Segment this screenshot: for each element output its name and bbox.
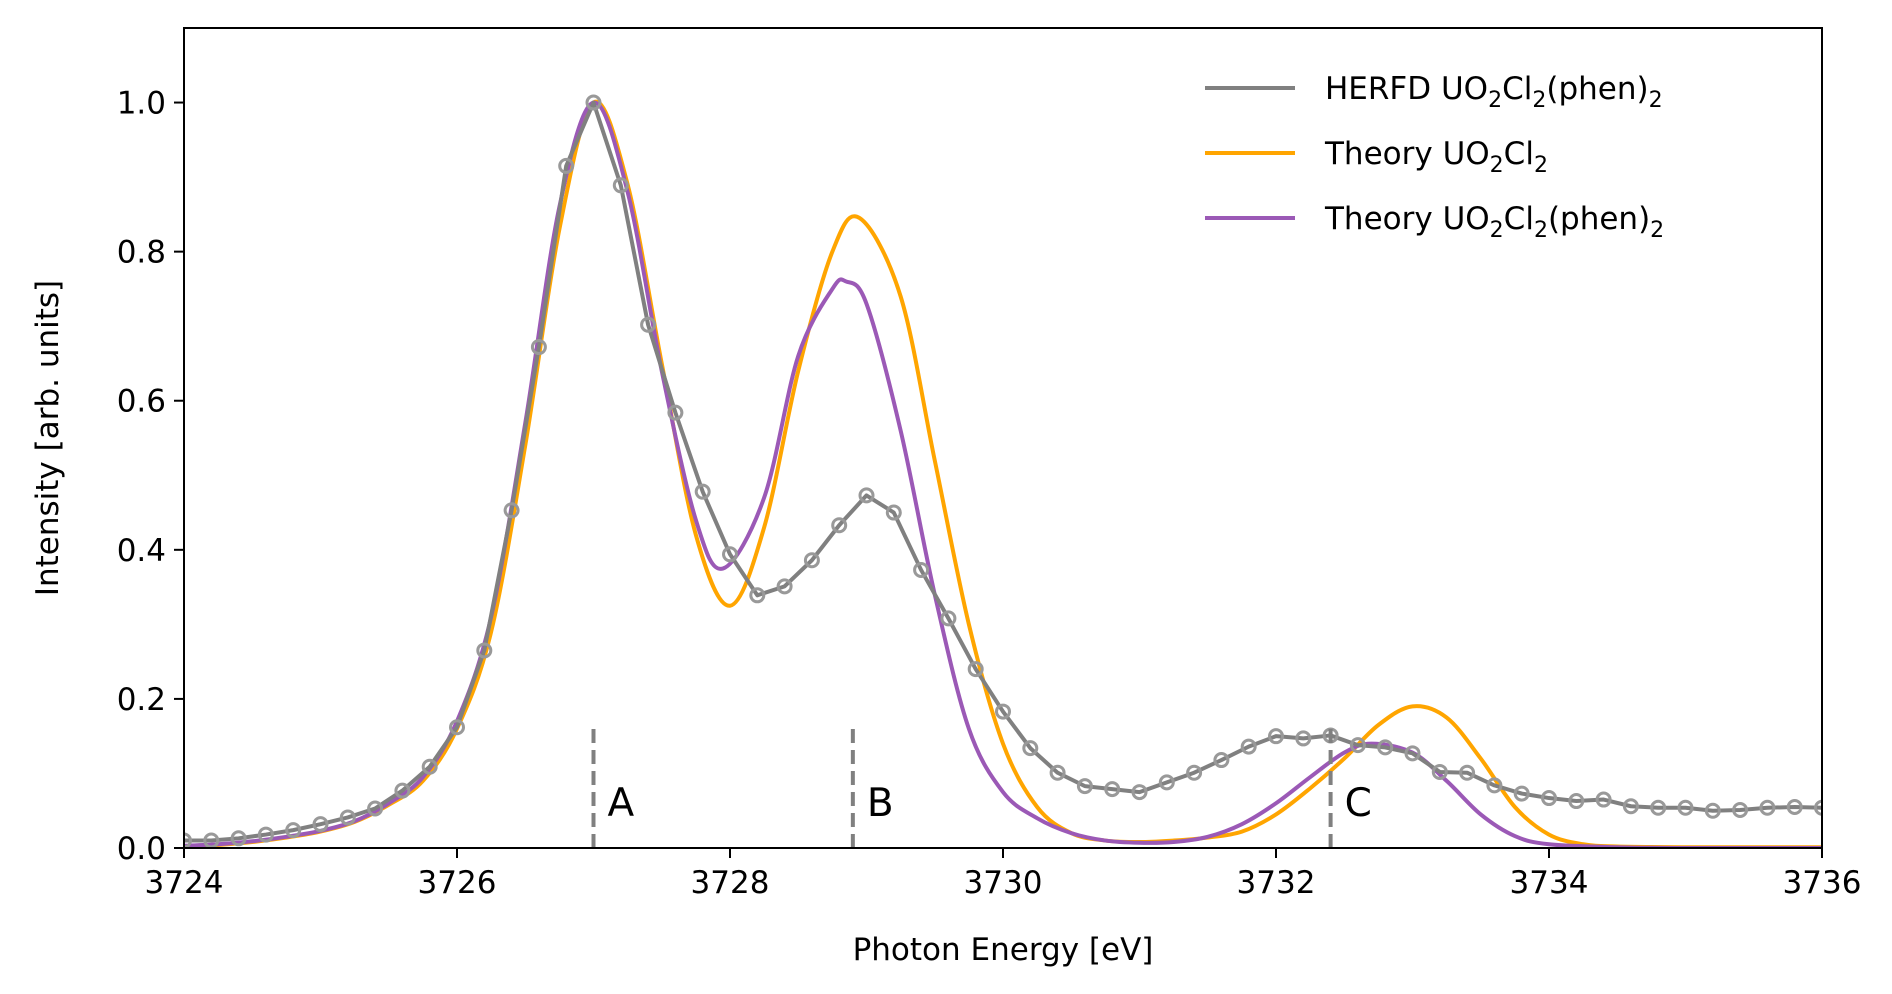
data-point xyxy=(1732,801,1749,818)
data-point xyxy=(394,782,411,799)
annotation-label-c: C xyxy=(1345,781,1372,826)
data-point xyxy=(831,517,848,534)
data-point xyxy=(749,587,766,604)
data-point xyxy=(1513,785,1530,802)
data-point xyxy=(1759,799,1776,816)
x-tick-label: 3724 xyxy=(145,865,224,901)
x-tick-label: 3736 xyxy=(1783,865,1862,901)
legend-label-herfd: HERFD UO2Cl2(phen)2 xyxy=(1325,71,1663,113)
data-point xyxy=(367,800,384,817)
data-point xyxy=(339,809,356,826)
legend-label-theory-uo2cl2: Theory UO2Cl2 xyxy=(1324,136,1548,178)
data-point xyxy=(940,610,957,627)
data-point xyxy=(694,483,711,500)
data-point xyxy=(1541,790,1557,807)
data-point xyxy=(449,719,465,736)
data-point xyxy=(257,826,274,843)
x-tick-label: 3730 xyxy=(964,865,1043,901)
data-point xyxy=(1104,781,1121,798)
y-axis-label: Intensity [arb. units] xyxy=(30,280,66,596)
data-point xyxy=(421,758,438,775)
data-point xyxy=(1076,778,1093,795)
data-point xyxy=(1349,737,1366,754)
data-point xyxy=(776,578,793,595)
data-point xyxy=(1459,764,1476,781)
data-point xyxy=(312,816,329,833)
data-point xyxy=(184,832,192,848)
data-point xyxy=(1186,764,1203,781)
data-point xyxy=(1213,752,1230,769)
data-point xyxy=(995,703,1011,720)
data-point xyxy=(967,661,984,678)
data-point xyxy=(530,339,547,356)
data-point xyxy=(558,157,575,174)
x-tick-label: 3726 xyxy=(418,865,497,901)
data-point xyxy=(1240,738,1257,755)
data-point xyxy=(913,561,930,578)
data-point xyxy=(885,504,902,521)
data-point xyxy=(1377,739,1394,756)
data-point xyxy=(476,642,493,659)
legend-label-theory-phen: Theory UO2Cl2(phen)2 xyxy=(1324,201,1664,243)
y-tick-label: 0.6 xyxy=(117,384,166,420)
data-point xyxy=(858,487,875,504)
legend: HERFD UO2Cl2(phen)2 Theory UO2Cl2 Theory… xyxy=(1205,71,1664,243)
annotation-label-a: A xyxy=(608,781,635,826)
data-point xyxy=(1049,764,1066,781)
series-line-1 xyxy=(184,99,1822,848)
data-point xyxy=(1486,777,1503,794)
data-point xyxy=(1158,774,1175,791)
y-tick-label: 0.4 xyxy=(117,533,166,569)
data-point xyxy=(585,94,602,111)
data-point xyxy=(285,822,302,839)
y-tick-label: 1.0 xyxy=(117,86,166,122)
data-point xyxy=(1786,799,1803,815)
data-point xyxy=(722,546,738,563)
data-point xyxy=(1295,730,1312,747)
series-line-0 xyxy=(184,100,1822,843)
data-point xyxy=(1814,799,1822,816)
x-tick-label: 3732 xyxy=(1237,865,1316,901)
data-point xyxy=(1704,802,1721,819)
y-tick-label: 0.0 xyxy=(117,831,166,867)
data-point xyxy=(1431,763,1448,780)
x-axis-label: Photon Energy [eV] xyxy=(853,932,1154,968)
data-point xyxy=(1595,791,1612,808)
x-tick-label: 3734 xyxy=(1510,865,1589,901)
data-point xyxy=(1131,784,1148,801)
data-point xyxy=(1268,728,1284,745)
data-point xyxy=(1622,798,1639,815)
data-point xyxy=(1568,793,1585,810)
data-point xyxy=(503,502,520,519)
data-point xyxy=(803,552,820,569)
data-point xyxy=(612,177,629,194)
data-point xyxy=(1677,799,1694,816)
data-point xyxy=(640,316,657,333)
data-point xyxy=(1022,740,1039,757)
y-tick-label: 0.2 xyxy=(117,682,166,718)
x-tick-label: 3728 xyxy=(691,865,770,901)
data-point xyxy=(1404,745,1421,762)
y-tick-label: 0.8 xyxy=(117,235,166,271)
data-point xyxy=(230,830,247,847)
data-point xyxy=(667,404,684,421)
annotation-label-b: B xyxy=(867,781,894,826)
data-point xyxy=(1650,799,1667,816)
